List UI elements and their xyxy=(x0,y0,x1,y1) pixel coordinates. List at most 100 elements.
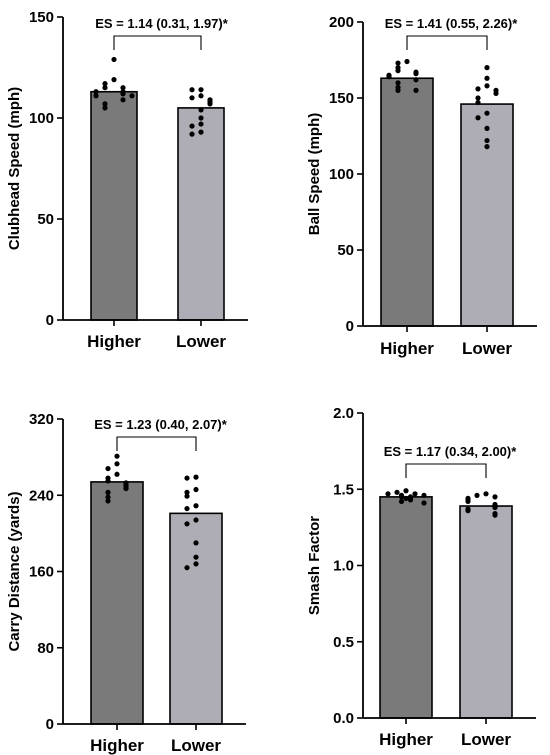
data-point xyxy=(111,77,117,83)
y-tick-label: 150 xyxy=(29,9,54,26)
y-axis-label: Ball Speed (mph) xyxy=(306,113,323,236)
category-label: Higher xyxy=(380,339,434,358)
data-point xyxy=(395,87,401,93)
data-point xyxy=(386,74,392,80)
data-point xyxy=(395,80,401,86)
data-point xyxy=(492,494,498,500)
data-point xyxy=(105,494,111,500)
category-label: Lower xyxy=(462,339,512,358)
category-label: Higher xyxy=(87,332,141,351)
y-axis-label: Smash Factor xyxy=(306,516,323,615)
data-point xyxy=(184,565,190,571)
data-point xyxy=(105,478,111,484)
data-point xyxy=(465,498,471,505)
data-point xyxy=(189,131,195,137)
data-point xyxy=(184,505,190,512)
data-point xyxy=(465,508,471,514)
data-point xyxy=(484,144,490,150)
y-tick-label: 1.0 xyxy=(333,558,354,575)
bar-lower xyxy=(177,107,225,321)
category-label: Lower xyxy=(171,736,221,755)
y-axis-label: Clubhead Speed (mph) xyxy=(6,87,23,250)
y-tick-label: 0 xyxy=(46,312,54,329)
effect-size-annotation: ES = 1.14 (0.31, 1.97)* xyxy=(95,16,229,31)
data-point xyxy=(207,101,213,107)
category-label: Higher xyxy=(379,730,433,749)
data-point xyxy=(198,87,204,93)
data-point xyxy=(475,99,481,106)
bar-higher xyxy=(90,481,144,725)
chart-panel-3: 0 80 160 240 320 Higher Lower Carry Distance (y… xyxy=(6,411,246,755)
data-point xyxy=(413,77,419,83)
data-point xyxy=(407,497,414,503)
data-point xyxy=(474,492,480,498)
data-point xyxy=(193,561,199,567)
y-tick-label: 160 xyxy=(29,564,54,581)
data-point xyxy=(189,95,195,101)
data-point xyxy=(385,491,391,497)
data-point xyxy=(129,93,135,99)
y-tick-label: 320 xyxy=(29,411,54,428)
data-point xyxy=(475,95,481,101)
data-point xyxy=(111,56,117,63)
data-point xyxy=(120,97,126,103)
y-tick-label: 150 xyxy=(329,90,354,107)
data-point xyxy=(398,498,405,505)
category-label: Higher xyxy=(90,736,144,755)
y-tick-label: 100 xyxy=(329,166,354,183)
data-point xyxy=(120,91,126,97)
y-tick-label: 200 xyxy=(329,14,354,31)
significance-bracket xyxy=(116,436,197,451)
data-point xyxy=(193,474,199,480)
data-point xyxy=(484,125,490,131)
y-tick-label: 240 xyxy=(29,487,54,504)
data-point xyxy=(198,115,204,121)
significance-bracket xyxy=(113,35,202,50)
data-point xyxy=(193,486,199,493)
data-point xyxy=(395,68,401,74)
data-point xyxy=(421,500,427,506)
y-tick-label: 50 xyxy=(37,211,54,228)
y-tick-label: 0 xyxy=(46,716,54,733)
data-point xyxy=(102,85,108,91)
data-point xyxy=(484,65,490,71)
category-label: Lower xyxy=(176,332,226,351)
data-point xyxy=(413,71,419,77)
y-tick-label: 2.0 xyxy=(333,405,354,422)
data-point xyxy=(484,137,490,144)
bar-higher xyxy=(90,90,138,321)
data-point xyxy=(394,489,400,495)
chart-panel-4: 0.0 0.5 1.0 1.5 2.0 Higher Lower Smash Factor ES… xyxy=(306,405,536,749)
data-point xyxy=(413,87,419,93)
effect-size-annotation: ES = 1.23 (0.40, 2.07)* xyxy=(94,417,228,432)
y-tick-label: 0 xyxy=(346,318,354,335)
data-point xyxy=(189,87,195,93)
data-point xyxy=(198,93,204,99)
effect-size-annotation: ES = 1.17 (0.34, 2.00)* xyxy=(384,444,518,459)
data-point xyxy=(102,105,108,111)
data-point xyxy=(184,489,190,495)
data-point xyxy=(198,129,204,135)
data-point xyxy=(120,85,126,91)
data-point xyxy=(193,554,199,560)
y-tick-label: 100 xyxy=(29,110,54,127)
data-point xyxy=(105,489,111,495)
data-point xyxy=(198,121,204,127)
data-point xyxy=(475,86,481,92)
data-point xyxy=(404,58,410,65)
data-point xyxy=(412,491,418,497)
bar-higher xyxy=(379,496,433,719)
data-point xyxy=(114,461,120,467)
significance-bracket xyxy=(406,35,488,50)
bar-lower xyxy=(460,103,514,327)
data-point xyxy=(93,89,99,95)
data-point xyxy=(105,498,111,504)
bar-lower xyxy=(169,512,223,725)
data-point xyxy=(395,60,401,66)
chart-panel-1: 0 50 100 150 Higher Lower Clubhead Speed (mph)… xyxy=(6,9,248,351)
data-point xyxy=(184,493,190,499)
data-point xyxy=(421,492,427,498)
bar-lower xyxy=(459,505,513,719)
data-point xyxy=(484,83,490,89)
